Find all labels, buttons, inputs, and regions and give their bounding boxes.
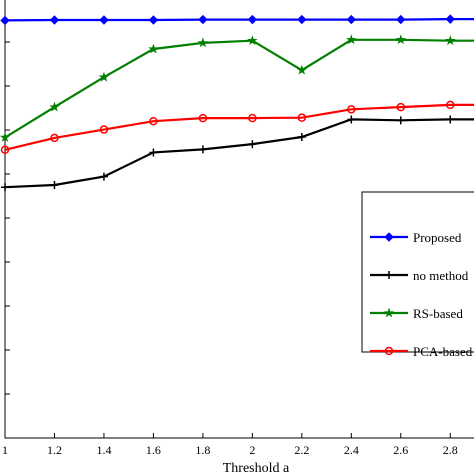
data-point bbox=[247, 14, 258, 25]
legend-entry: PCA-based bbox=[370, 344, 473, 359]
x-tick-label: 2.8 bbox=[443, 443, 458, 457]
x-tick-label: 2.2 bbox=[294, 443, 309, 457]
series-line bbox=[4, 38, 474, 139]
data-point bbox=[396, 102, 406, 112]
legend-entry: no method bbox=[370, 268, 469, 283]
x-tick-label: 2.4 bbox=[344, 443, 359, 457]
legend: Proposed no method RS-based PCA-based bbox=[361, 191, 474, 359]
data-point bbox=[297, 113, 307, 122]
data-point bbox=[396, 14, 406, 25]
series-line bbox=[4, 103, 474, 151]
data-point bbox=[383, 307, 395, 318]
data-point bbox=[347, 105, 356, 114]
y-axis-ticks bbox=[5, 41, 10, 395]
data-point bbox=[149, 148, 158, 157]
data-point bbox=[1, 183, 9, 192]
x-tick-label: 1.4 bbox=[96, 443, 111, 457]
legend-label: Proposed bbox=[413, 230, 462, 245]
data-point bbox=[49, 101, 60, 112]
data-point bbox=[445, 35, 456, 46]
legend-entry: RS-based bbox=[370, 306, 463, 321]
series-no-method bbox=[1, 115, 474, 192]
data-point bbox=[148, 15, 159, 25]
data-point bbox=[446, 115, 455, 124]
data-point bbox=[296, 64, 307, 75]
legend-label: PCA-based bbox=[413, 344, 473, 359]
data-point bbox=[396, 116, 405, 125]
data-point bbox=[0, 132, 11, 142]
data-point bbox=[297, 14, 307, 25]
data-point bbox=[385, 271, 393, 279]
data-point bbox=[384, 346, 394, 356]
data-point bbox=[346, 14, 357, 25]
plot-area: 1 1.2 1.4 1.6 1.8 2 2.2 2.4 2.6 2.8 bbox=[0, 0, 474, 457]
data-point bbox=[149, 116, 158, 126]
series-line bbox=[4, 118, 474, 189]
legend-label: no method bbox=[413, 268, 469, 283]
legend-box bbox=[361, 191, 474, 353]
data-point bbox=[446, 100, 455, 110]
data-point bbox=[395, 34, 406, 45]
x-tick-label: 2 bbox=[249, 443, 255, 457]
x-tick-label: 2.6 bbox=[393, 443, 408, 457]
series-proposed bbox=[0, 14, 474, 26]
series-layer bbox=[0, 14, 474, 192]
legend-label: RS-based bbox=[413, 306, 463, 321]
x-tick-label: 1.8 bbox=[195, 443, 210, 457]
data-point bbox=[98, 71, 110, 82]
data-point bbox=[0, 15, 10, 26]
data-point bbox=[198, 145, 207, 154]
data-point bbox=[99, 172, 108, 181]
data-point bbox=[248, 140, 257, 149]
data-point bbox=[346, 34, 357, 45]
data-point bbox=[99, 125, 109, 134]
x-tick-label: 1.6 bbox=[146, 443, 161, 457]
data-point bbox=[247, 35, 258, 46]
data-point bbox=[297, 133, 306, 142]
data-point bbox=[198, 14, 208, 25]
x-axis-ticks: 1 1.2 1.4 1.6 1.8 2 2.2 2.4 2.6 2.8 bbox=[2, 433, 458, 457]
x-tick-label: 1.2 bbox=[47, 443, 62, 457]
data-point bbox=[50, 181, 59, 189]
data-point bbox=[445, 14, 455, 24]
data-point bbox=[49, 15, 60, 25]
data-point bbox=[148, 43, 159, 54]
data-point bbox=[197, 37, 209, 48]
data-point bbox=[248, 113, 257, 123]
x-tick-label: 1 bbox=[2, 443, 8, 457]
data-point bbox=[0, 145, 10, 155]
series-rs-based bbox=[0, 34, 474, 142]
x-axis-label: Threshold a bbox=[223, 461, 290, 474]
data-point bbox=[384, 232, 394, 242]
data-point bbox=[99, 15, 109, 25]
data-point bbox=[347, 115, 356, 124]
series-pca-based bbox=[0, 100, 474, 155]
data-point bbox=[50, 133, 59, 143]
legend-entry: Proposed bbox=[370, 230, 462, 245]
data-point bbox=[198, 113, 208, 123]
